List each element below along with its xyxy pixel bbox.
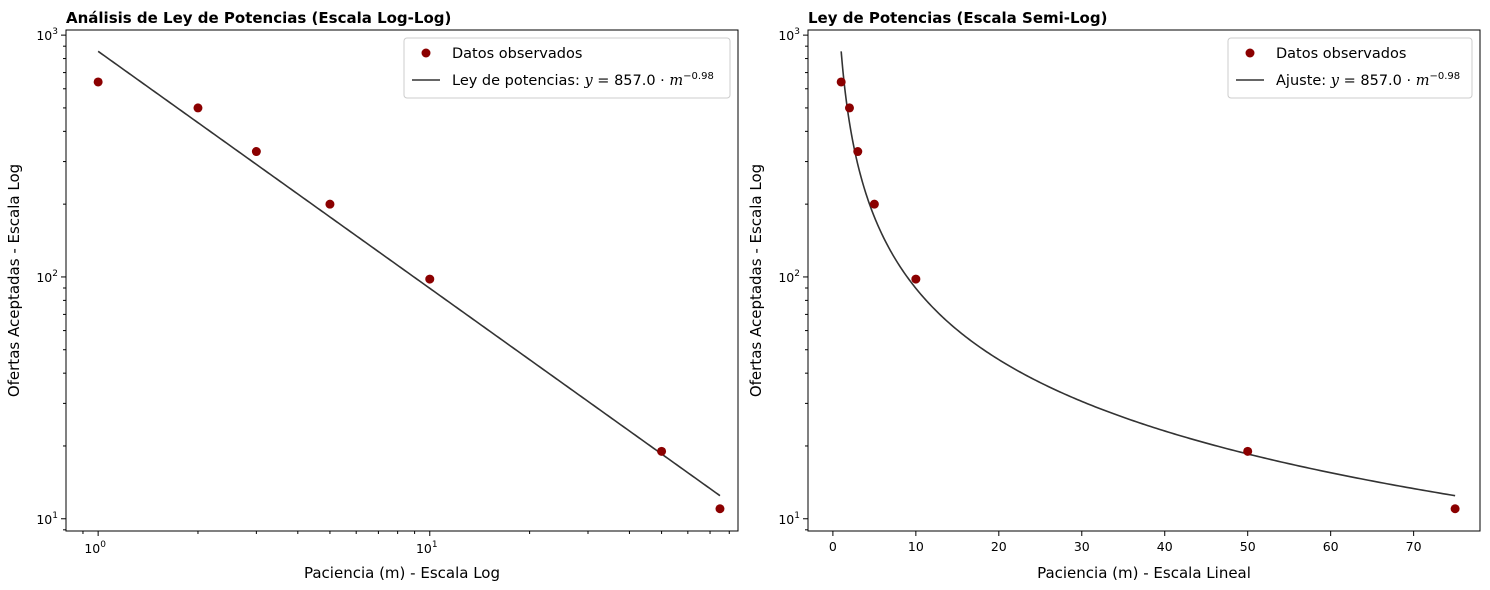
data-point	[715, 504, 725, 514]
legend: Datos observados Ley de potencias: y = 85…	[403, 37, 731, 99]
legend-label-scatter: Datos observados	[452, 46, 582, 62]
data-point	[325, 199, 335, 209]
legend-label-fit: Ajuste: y = 857.0 · m−0.98	[1276, 71, 1460, 89]
x-tick-label: 70	[1406, 539, 1422, 554]
data-point	[853, 147, 863, 157]
legend: Datos observados Ajuste: y = 857.0 · m−0.…	[1227, 37, 1473, 99]
data-point	[836, 77, 846, 87]
data-point	[425, 274, 435, 284]
data-point	[193, 103, 203, 113]
legend-frame	[403, 37, 731, 99]
y-axis-label: Ofertas Aceptadas - Escala Log	[5, 164, 23, 397]
x-tick-label: 101	[416, 540, 438, 556]
y-tick-label: 102	[778, 269, 800, 285]
data-point	[1243, 446, 1253, 456]
legend-marker-scatter	[421, 48, 431, 58]
x-tick-label: 40	[1157, 539, 1173, 554]
y-tick-label: 101	[778, 511, 800, 527]
legend-frame	[1227, 37, 1473, 99]
x-tick-label: 50	[1240, 539, 1256, 554]
x-tick-label: 100	[84, 540, 106, 556]
plot-area-frame	[65, 29, 739, 532]
data-point	[93, 77, 103, 87]
data-point	[1450, 504, 1460, 514]
data-point	[844, 103, 854, 113]
data-point	[869, 199, 879, 209]
legend-label-fit: Ley de potencias: y = 857.0 · m−0.98	[452, 71, 714, 89]
chart-title: Ley de Potencias (Escala Semi-Log)	[808, 9, 1107, 27]
y-tick-label: 102	[36, 269, 58, 285]
x-tick-label: 10	[908, 539, 924, 554]
y-tick-label: 103	[778, 27, 800, 43]
x-tick-label: 60	[1323, 539, 1339, 554]
x-tick-label: 30	[1074, 539, 1090, 554]
chart-title: Análisis de Ley de Potencias (Escala Log…	[66, 9, 451, 27]
legend-marker-scatter	[1245, 48, 1255, 58]
y-axis-label: Ofertas Aceptadas - Escala Log	[747, 164, 765, 397]
data-point	[911, 274, 921, 284]
fit-line	[840, 51, 1456, 497]
data-point	[251, 147, 261, 157]
x-axis-label: Paciencia (m) - Escala Log	[304, 564, 500, 582]
chart-panel-1: Análisis de Ley de Potencias (Escala Log…	[5, 9, 739, 582]
x-tick-label: 0	[829, 539, 837, 554]
data-point	[657, 446, 667, 456]
y-tick-label: 101	[36, 511, 58, 527]
chart-panel-2: Ley de Potencias (Escala Semi-Log) Pacien…	[747, 9, 1481, 582]
x-tick-label: 20	[991, 539, 1007, 554]
y-tick-label: 103	[36, 27, 58, 43]
fit-line	[97, 50, 721, 497]
x-axis-label: Paciencia (m) - Escala Lineal	[1037, 564, 1251, 582]
legend-label-scatter: Datos observados	[1276, 46, 1406, 62]
plot-area-frame	[807, 29, 1481, 532]
